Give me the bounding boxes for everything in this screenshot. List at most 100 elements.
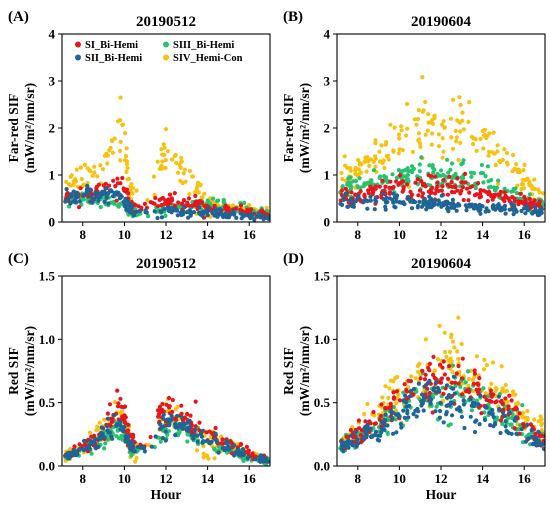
data-point — [117, 201, 122, 207]
x-tick-label: 10 — [393, 227, 406, 242]
data-point — [74, 167, 79, 172]
data-point — [480, 170, 485, 176]
data-point — [514, 191, 520, 196]
data-point — [474, 148, 479, 153]
data-point — [461, 197, 466, 203]
y-axis-label: Red SIF — [281, 347, 296, 395]
y-axis-unit-label: (mW/m²/nm/sr) — [22, 83, 37, 173]
data-point — [198, 431, 203, 437]
data-point — [98, 163, 103, 168]
data-point — [193, 424, 198, 429]
data-point — [106, 430, 111, 435]
data-point — [394, 175, 399, 180]
data-point — [99, 425, 104, 430]
data-point — [460, 185, 465, 190]
data-point — [362, 182, 367, 187]
data-point — [450, 413, 455, 418]
data-point — [447, 364, 452, 369]
data-point — [505, 160, 510, 165]
data-point — [203, 209, 209, 215]
data-point — [125, 166, 130, 171]
data-point — [457, 95, 462, 100]
data-point — [381, 197, 386, 202]
data-point — [339, 446, 344, 452]
data-point — [402, 415, 407, 420]
data-point — [451, 97, 456, 102]
data-point — [431, 387, 436, 393]
data-point — [200, 210, 205, 215]
data-point — [63, 199, 68, 204]
y-axis-label: Red SIF — [6, 347, 21, 395]
data-point — [126, 191, 131, 196]
data-point — [411, 386, 417, 392]
data-point — [413, 376, 418, 381]
data-point — [197, 428, 202, 433]
data-point — [455, 118, 460, 123]
data-point — [448, 167, 453, 172]
data-point — [174, 160, 179, 165]
data-point — [99, 432, 104, 437]
data-point — [150, 200, 155, 205]
data-point — [355, 437, 360, 442]
data-point — [435, 390, 440, 395]
x-tick-label: 16 — [518, 471, 532, 486]
data-point — [261, 217, 266, 222]
data-point — [453, 184, 458, 189]
data-point — [445, 205, 450, 210]
data-point — [455, 176, 460, 181]
data-point — [459, 341, 464, 347]
data-point — [415, 406, 420, 412]
data-point — [387, 190, 393, 195]
data-point — [106, 190, 111, 196]
data-point — [226, 208, 231, 213]
data-point — [525, 415, 530, 420]
data-point — [442, 372, 447, 377]
data-point — [103, 181, 108, 186]
data-point — [207, 201, 212, 206]
data-point — [339, 440, 344, 445]
data-point — [466, 387, 471, 392]
data-point — [426, 173, 431, 178]
data-point — [464, 208, 469, 213]
data-point — [127, 443, 132, 448]
data-point — [165, 201, 170, 206]
data-point — [77, 199, 82, 204]
data-point — [456, 363, 461, 369]
data-point — [447, 184, 453, 189]
data-point — [486, 185, 491, 190]
data-point — [510, 207, 516, 212]
data-point — [471, 381, 476, 386]
data-point — [390, 172, 395, 177]
data-point — [401, 187, 406, 192]
data-point — [420, 75, 425, 80]
panel-d: (D) 20190604 8 10 12 14 16 0.0 0.5 1.0 1.5 Hour Red … — [281, 251, 546, 502]
data-point — [102, 199, 107, 204]
data-point — [343, 440, 348, 445]
data-point — [494, 386, 499, 391]
data-point — [464, 186, 470, 191]
y-tick-label: 2 — [324, 121, 331, 136]
y-tick-label: 4 — [49, 27, 56, 42]
data-point — [213, 425, 218, 431]
data-point — [458, 140, 463, 145]
data-point — [478, 211, 483, 216]
data-point — [530, 442, 536, 447]
data-point — [469, 134, 474, 139]
data-point — [207, 441, 212, 446]
data-point — [503, 211, 508, 216]
data-point — [509, 398, 514, 403]
data-point — [480, 128, 485, 133]
data-point — [185, 200, 190, 205]
data-point — [397, 136, 402, 141]
data-point — [77, 442, 82, 447]
data-point — [419, 204, 425, 209]
data-point — [98, 205, 103, 210]
data-point — [476, 181, 481, 186]
data-point — [200, 213, 205, 218]
data-point — [539, 422, 544, 428]
data-point — [67, 182, 72, 187]
data-point — [118, 181, 123, 186]
data-point — [339, 443, 344, 448]
data-point — [210, 431, 215, 436]
y-axis-label: Far-red SIF — [281, 94, 296, 163]
